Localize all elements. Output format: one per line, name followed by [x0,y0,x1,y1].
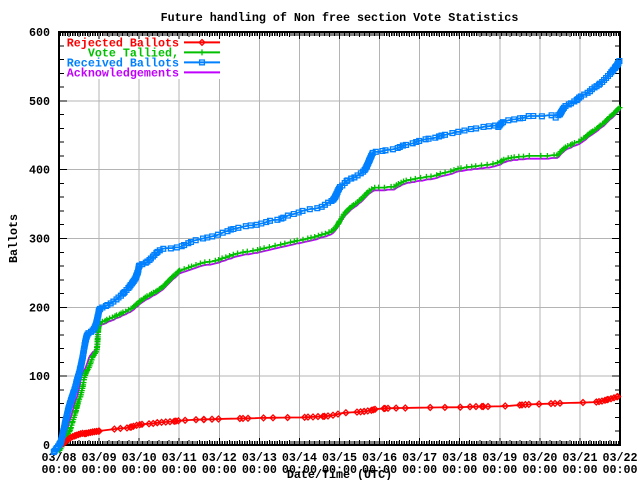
svg-text:03/08: 03/08 [41,451,76,465]
svg-text:100: 100 [29,370,50,384]
svg-text:300: 300 [29,233,50,247]
svg-text:00:00: 00:00 [242,463,277,477]
svg-text:00:00: 00:00 [522,463,557,477]
svg-text:00:00: 00:00 [602,463,637,477]
svg-text:03/14: 03/14 [282,451,317,465]
svg-text:Received Ballots: Received Ballots [67,56,179,70]
svg-text:00:00: 00:00 [202,463,237,477]
svg-text:200: 200 [29,301,50,315]
svg-text:0: 0 [43,439,50,453]
svg-text:03/19: 03/19 [482,451,517,465]
svg-text:03/12: 03/12 [202,451,237,465]
svg-text:03/15: 03/15 [322,451,357,465]
svg-text:00:00: 00:00 [41,463,76,477]
svg-text:03/11: 03/11 [162,451,197,465]
svg-text:03/17: 03/17 [402,451,437,465]
svg-text:00:00: 00:00 [362,463,397,477]
svg-text:00:00: 00:00 [442,463,477,477]
svg-text:00:00: 00:00 [562,463,597,477]
svg-text:03/18: 03/18 [442,451,477,465]
svg-text:600: 600 [29,26,50,40]
svg-text:Acknowledgements: Acknowledgements [67,66,179,80]
svg-text:03/16: 03/16 [362,451,397,465]
svg-text:00:00: 00:00 [122,463,157,477]
svg-text:Rejected Ballots: Rejected Ballots [67,36,179,50]
svg-text:00:00: 00:00 [482,463,517,477]
svg-text:00:00: 00:00 [82,463,117,477]
svg-text:00:00: 00:00 [162,463,197,477]
svg-text:00:00: 00:00 [322,463,357,477]
svg-text:Ballots: Ballots [7,214,21,263]
svg-text:00:00: 00:00 [282,463,317,477]
svg-text:500: 500 [29,95,50,109]
svg-text:03/09: 03/09 [82,451,117,465]
svg-text:03/21: 03/21 [562,451,597,465]
svg-text:03/20: 03/20 [522,451,557,465]
svg-text:400: 400 [29,164,50,178]
svg-text:00:00: 00:00 [402,463,437,477]
svg-text:03/22: 03/22 [602,451,637,465]
svg-text:03/10: 03/10 [122,451,157,465]
svg-text:Date/Time (UTC): Date/Time (UTC) [287,468,392,480]
svg-text:03/13: 03/13 [242,451,277,465]
svg-text:Vote Tallied,: Vote Tallied, [88,46,179,60]
svg-text:Future handling of Non free se: Future handling of Non free section Vote… [161,11,519,25]
